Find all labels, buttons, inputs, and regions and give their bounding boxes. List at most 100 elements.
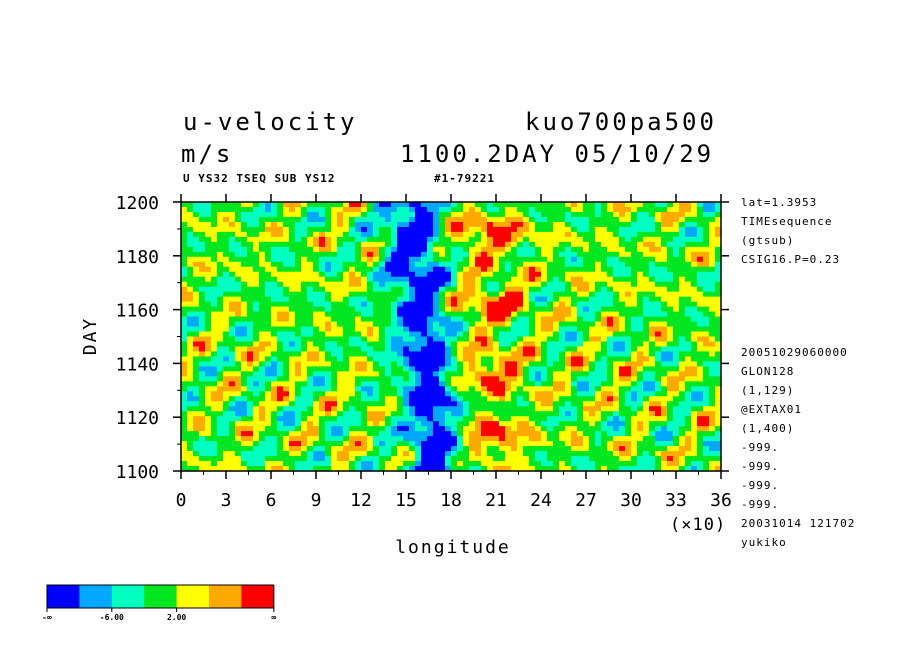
- heatmap-cell: [433, 426, 440, 432]
- heatmap-cell: [259, 316, 266, 323]
- heatmap-cell: [355, 211, 362, 218]
- heatmap-cell: [217, 346, 224, 353]
- heatmap-cell: [193, 396, 200, 402]
- heatmap-cell: [397, 391, 404, 397]
- heatmap-cell: [517, 226, 524, 233]
- heatmap-cell: [487, 306, 494, 313]
- heatmap-cell: [259, 336, 266, 343]
- heatmap-cell: [211, 221, 218, 228]
- heatmap-cell: [187, 236, 194, 243]
- heatmap-cell: [553, 356, 560, 363]
- heatmap-cell: [613, 461, 620, 467]
- heatmap-cell: [667, 256, 674, 263]
- heatmap-cell: [559, 301, 566, 308]
- heatmap-cell: [619, 266, 626, 273]
- heatmap-cell: [241, 211, 248, 218]
- heatmap-cell: [337, 326, 344, 333]
- heatmap-cell: [247, 361, 254, 367]
- heatmap-cell: [181, 361, 188, 367]
- heatmap-cell: [583, 331, 590, 338]
- side-info-line: (1,129): [741, 384, 795, 397]
- heatmap-cell: [625, 311, 632, 318]
- heatmap-cell: [685, 346, 692, 353]
- heatmap-cell: [469, 281, 476, 288]
- heatmap-cell: [715, 211, 722, 218]
- heatmap-cell: [235, 361, 242, 367]
- heatmap-cell: [421, 326, 428, 333]
- heatmap-cell: [517, 451, 524, 457]
- heatmap-cell: [487, 291, 494, 298]
- heatmap-cell: [691, 421, 698, 427]
- heatmap-cell: [343, 226, 350, 233]
- heatmap-cell: [505, 406, 512, 412]
- heatmap-cell: [223, 266, 230, 273]
- heatmap-cell: [187, 291, 194, 298]
- heatmap-cell: [523, 351, 530, 358]
- heatmap-cell: [337, 416, 344, 422]
- heatmap-cell: [427, 216, 434, 223]
- heatmap-cell: [457, 461, 464, 467]
- heatmap-cell: [433, 356, 440, 363]
- heatmap-cell: [679, 431, 686, 437]
- heatmap-cell: [259, 306, 266, 313]
- heatmap-cell: [511, 306, 518, 313]
- heatmap-cell: [715, 341, 722, 348]
- heatmap-cell: [505, 286, 512, 293]
- heatmap-cell: [307, 266, 314, 273]
- heatmap-cell: [379, 406, 386, 412]
- heatmap-cell: [253, 356, 260, 363]
- heatmap-cell: [673, 386, 680, 392]
- heatmap-cell: [295, 371, 302, 377]
- heatmap-cell: [205, 361, 212, 367]
- heatmap-cell: [409, 331, 416, 338]
- heatmap-cell: [697, 461, 704, 467]
- heatmap-cell: [307, 281, 314, 288]
- heatmap-cell: [283, 351, 290, 358]
- heatmap-cell: [541, 356, 548, 363]
- heatmap-cell: [235, 366, 242, 372]
- heatmap-cell: [199, 202, 206, 208]
- heatmap-cell: [673, 436, 680, 442]
- heatmap-cell: [559, 401, 566, 407]
- heatmap-cell: [229, 206, 236, 213]
- heatmap-cell: [649, 361, 656, 367]
- heatmap-cell: [661, 306, 668, 313]
- heatmap-cell: [223, 426, 230, 432]
- heatmap-cell: [373, 291, 380, 298]
- heatmap-cell: [421, 386, 428, 392]
- heatmap-cell: [325, 202, 332, 208]
- heatmap-cell: [211, 411, 218, 417]
- heatmap-cell: [679, 202, 686, 208]
- heatmap-cell: [193, 202, 200, 208]
- heatmap-cell: [637, 381, 644, 387]
- heatmap-cell: [433, 341, 440, 348]
- heatmap-cell: [295, 466, 302, 472]
- heatmap-cell: [523, 371, 530, 377]
- heatmap-cell: [187, 411, 194, 417]
- heatmap-cell: [709, 396, 716, 402]
- heatmap-cell: [331, 356, 338, 363]
- heatmap-cell: [361, 416, 368, 422]
- heatmap-cell: [253, 456, 260, 462]
- heatmap-cell: [307, 386, 314, 392]
- heatmap-cell: [703, 251, 710, 258]
- heatmap-cell: [667, 446, 674, 452]
- heatmap-cell: [661, 456, 668, 462]
- heatmap-cell: [511, 426, 518, 432]
- heatmap-cell: [379, 281, 386, 288]
- heatmap-cell: [415, 286, 422, 293]
- heatmap-cell: [355, 431, 362, 437]
- heatmap-cell: [571, 306, 578, 313]
- heatmap-cell: [529, 436, 536, 442]
- heatmap-cell: [307, 421, 314, 427]
- heatmap-cell: [529, 431, 536, 437]
- heatmap-cell: [379, 411, 386, 417]
- heatmap-cell: [391, 416, 398, 422]
- heatmap-cell: [241, 436, 248, 442]
- heatmap-cell: [181, 426, 188, 432]
- heatmap-cell: [205, 206, 212, 213]
- heatmap-cell: [199, 276, 206, 283]
- heatmap-cell: [607, 251, 614, 258]
- x-axis-multiplier: (×10): [670, 515, 726, 535]
- heatmap-cell: [517, 221, 524, 228]
